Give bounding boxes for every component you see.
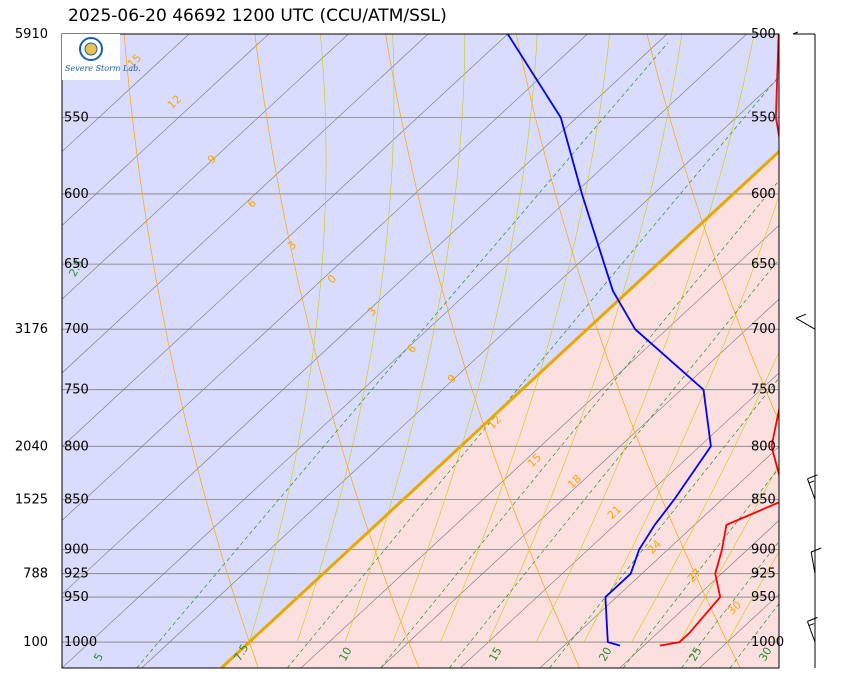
chart-title: 2025-06-20 46692 1200 UTC (CCU/ATM/SSL) — [68, 6, 447, 26]
moist-adiabat-line — [774, 634, 779, 643]
isotherm-line — [380, 298, 779, 668]
pressure-label-left: 900 — [64, 543, 89, 558]
pressure-label-right: 850 — [751, 492, 776, 507]
pressure-label-right: 550 — [751, 111, 776, 126]
height-label: 788 — [23, 567, 48, 582]
mixing-ratio-line — [622, 467, 779, 668]
wind-barb — [795, 317, 816, 330]
wind-barb-flag — [808, 480, 815, 484]
wind-barb-flag — [807, 474, 818, 480]
moist-adiabat-line — [249, 34, 327, 643]
mixing-ratio-line — [681, 540, 779, 668]
mixing-ratio-label: 20 — [596, 645, 614, 664]
isotherm-line — [62, 34, 588, 521]
moist-adiabat-line — [679, 463, 779, 643]
isotherm-line — [62, 34, 190, 153]
pressure-label-right: 950 — [751, 590, 776, 605]
pressure-label-right: 1000 — [751, 635, 784, 650]
mixing-ratio-line — [380, 180, 779, 668]
pressure-label-left: 925 — [64, 567, 89, 582]
mixing-ratio-label: 30 — [756, 645, 774, 664]
moist-adiabat-line — [631, 351, 779, 643]
height-label: 100 — [23, 635, 48, 650]
moist-adiabat-line — [583, 195, 779, 643]
dry-adiabat-line — [254, 34, 420, 668]
dry-adiabat-line — [777, 34, 779, 40]
wind-barb-flag — [807, 616, 818, 622]
pressure-label-right: 925 — [751, 567, 776, 582]
mixing-ratio-line — [287, 75, 779, 668]
moist-adiabat-line — [392, 34, 538, 643]
isotherm-line — [141, 77, 779, 668]
dry-adiabat-line — [385, 34, 580, 668]
pressure-label-left: 600 — [64, 187, 89, 202]
dewpoint-profile — [506, 34, 712, 647]
mixing-ratio-label: 10 — [336, 645, 354, 664]
cold-region — [62, 34, 779, 668]
isotherm-line — [539, 446, 779, 668]
logo-text: Severe Storm Lab. — [65, 64, 141, 73]
wind-barb-flag — [810, 547, 822, 553]
wind-barb — [807, 621, 816, 643]
mixing-ratio-label: 25 — [686, 645, 704, 664]
dry-adiabat-line — [515, 34, 741, 668]
freezing-isotherm — [220, 149, 779, 668]
mixing-ratio-line — [449, 258, 779, 668]
wind-barb — [807, 478, 816, 500]
lab-logo: Severe Storm Lab. — [62, 34, 141, 80]
mixing-ratio-line — [136, 42, 669, 668]
moist-adiabat-line — [823, 34, 850, 642]
pressure-label-right: 900 — [751, 543, 776, 558]
isotherm-line — [62, 34, 349, 300]
height-label: 5910 — [15, 27, 48, 42]
moist-adiabat-line — [727, 551, 779, 643]
dry-adiabat-line — [123, 34, 259, 668]
mixing-ratio-label: 15 — [486, 645, 504, 664]
pressure-label-left: 650 — [64, 257, 89, 272]
mixing-ratio-line — [549, 377, 779, 668]
isotherm-line — [619, 520, 779, 668]
wind-barb-flag — [792, 31, 799, 35]
pressure-label-left: 550 — [64, 111, 89, 126]
height-label: 1525 — [15, 492, 48, 507]
pressure-label-left: 700 — [64, 322, 89, 337]
seal-icon — [79, 37, 103, 61]
isotherm-line — [62, 34, 508, 448]
wind-barb-flag — [808, 623, 815, 626]
pressure-label-left: 750 — [64, 383, 89, 398]
wind-barb-flag — [795, 313, 807, 319]
pressure-label-right: 650 — [751, 257, 776, 272]
pressure-label-left: 800 — [64, 439, 89, 454]
isotherm-line — [62, 34, 668, 595]
pressure-label-right: 500 — [751, 27, 776, 42]
moist-adiabat-line — [296, 34, 395, 643]
pressure-label-right: 600 — [751, 187, 776, 202]
pressure-label-right: 700 — [751, 322, 776, 337]
pressure-label-left: 950 — [64, 590, 89, 605]
moist-adiabat-line — [440, 34, 610, 643]
pressure-label-left: 1000 — [64, 635, 97, 650]
isotherm-line — [62, 34, 269, 226]
moist-adiabat-line — [535, 34, 755, 643]
isotherm-line — [62, 34, 429, 374]
wind-barb — [810, 551, 816, 574]
dry-adiabat-line — [646, 34, 779, 423]
moist-adiabat-line — [344, 34, 466, 643]
temperature-profile — [659, 34, 779, 647]
plot-frame — [61, 33, 780, 669]
pressure-label-right: 800 — [751, 439, 776, 454]
height-label: 2040 — [15, 439, 48, 454]
pressure-label-right: 750 — [751, 383, 776, 398]
pressure-label-left: 850 — [64, 492, 89, 507]
height-label: 3176 — [15, 322, 48, 337]
isotherm-line — [300, 224, 779, 668]
moist-adiabat-line — [488, 34, 683, 643]
